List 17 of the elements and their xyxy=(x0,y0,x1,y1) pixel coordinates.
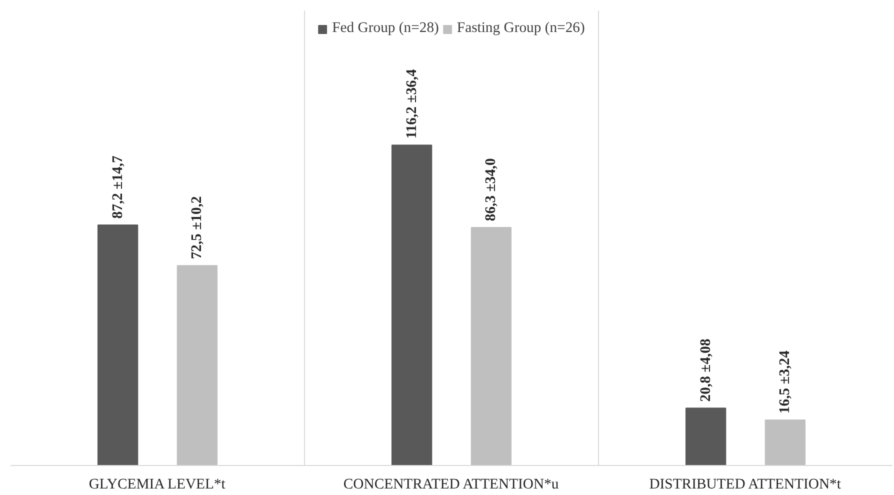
data-label: 72,5 ±10,2 xyxy=(189,196,206,260)
data-label: 20,8 ±4,08 xyxy=(698,338,714,402)
legend-label: Fasting Group (n=26) xyxy=(456,20,585,37)
data-label: 86,3 ±34,0 xyxy=(483,158,500,222)
bar xyxy=(97,224,138,466)
bar xyxy=(391,144,432,466)
x-tick-label: GLYCEMIA LEVEL*t xyxy=(88,476,226,492)
data-label: 16,5 ±3,24 xyxy=(777,350,794,414)
data-label: 116,2 ±36,4 xyxy=(404,68,420,139)
bar xyxy=(176,265,218,466)
x-tick-label: CONCENTRATED ATTENTION*u xyxy=(343,476,560,492)
bar xyxy=(685,408,726,466)
x-tick-label: DISTRIBUTED ATTENTION*t xyxy=(649,476,841,492)
bar xyxy=(470,227,512,466)
legend-label: Fed Group (n=28) xyxy=(332,20,439,37)
data-label: 87,2 ±14,7 xyxy=(110,156,126,219)
bar xyxy=(764,420,806,466)
